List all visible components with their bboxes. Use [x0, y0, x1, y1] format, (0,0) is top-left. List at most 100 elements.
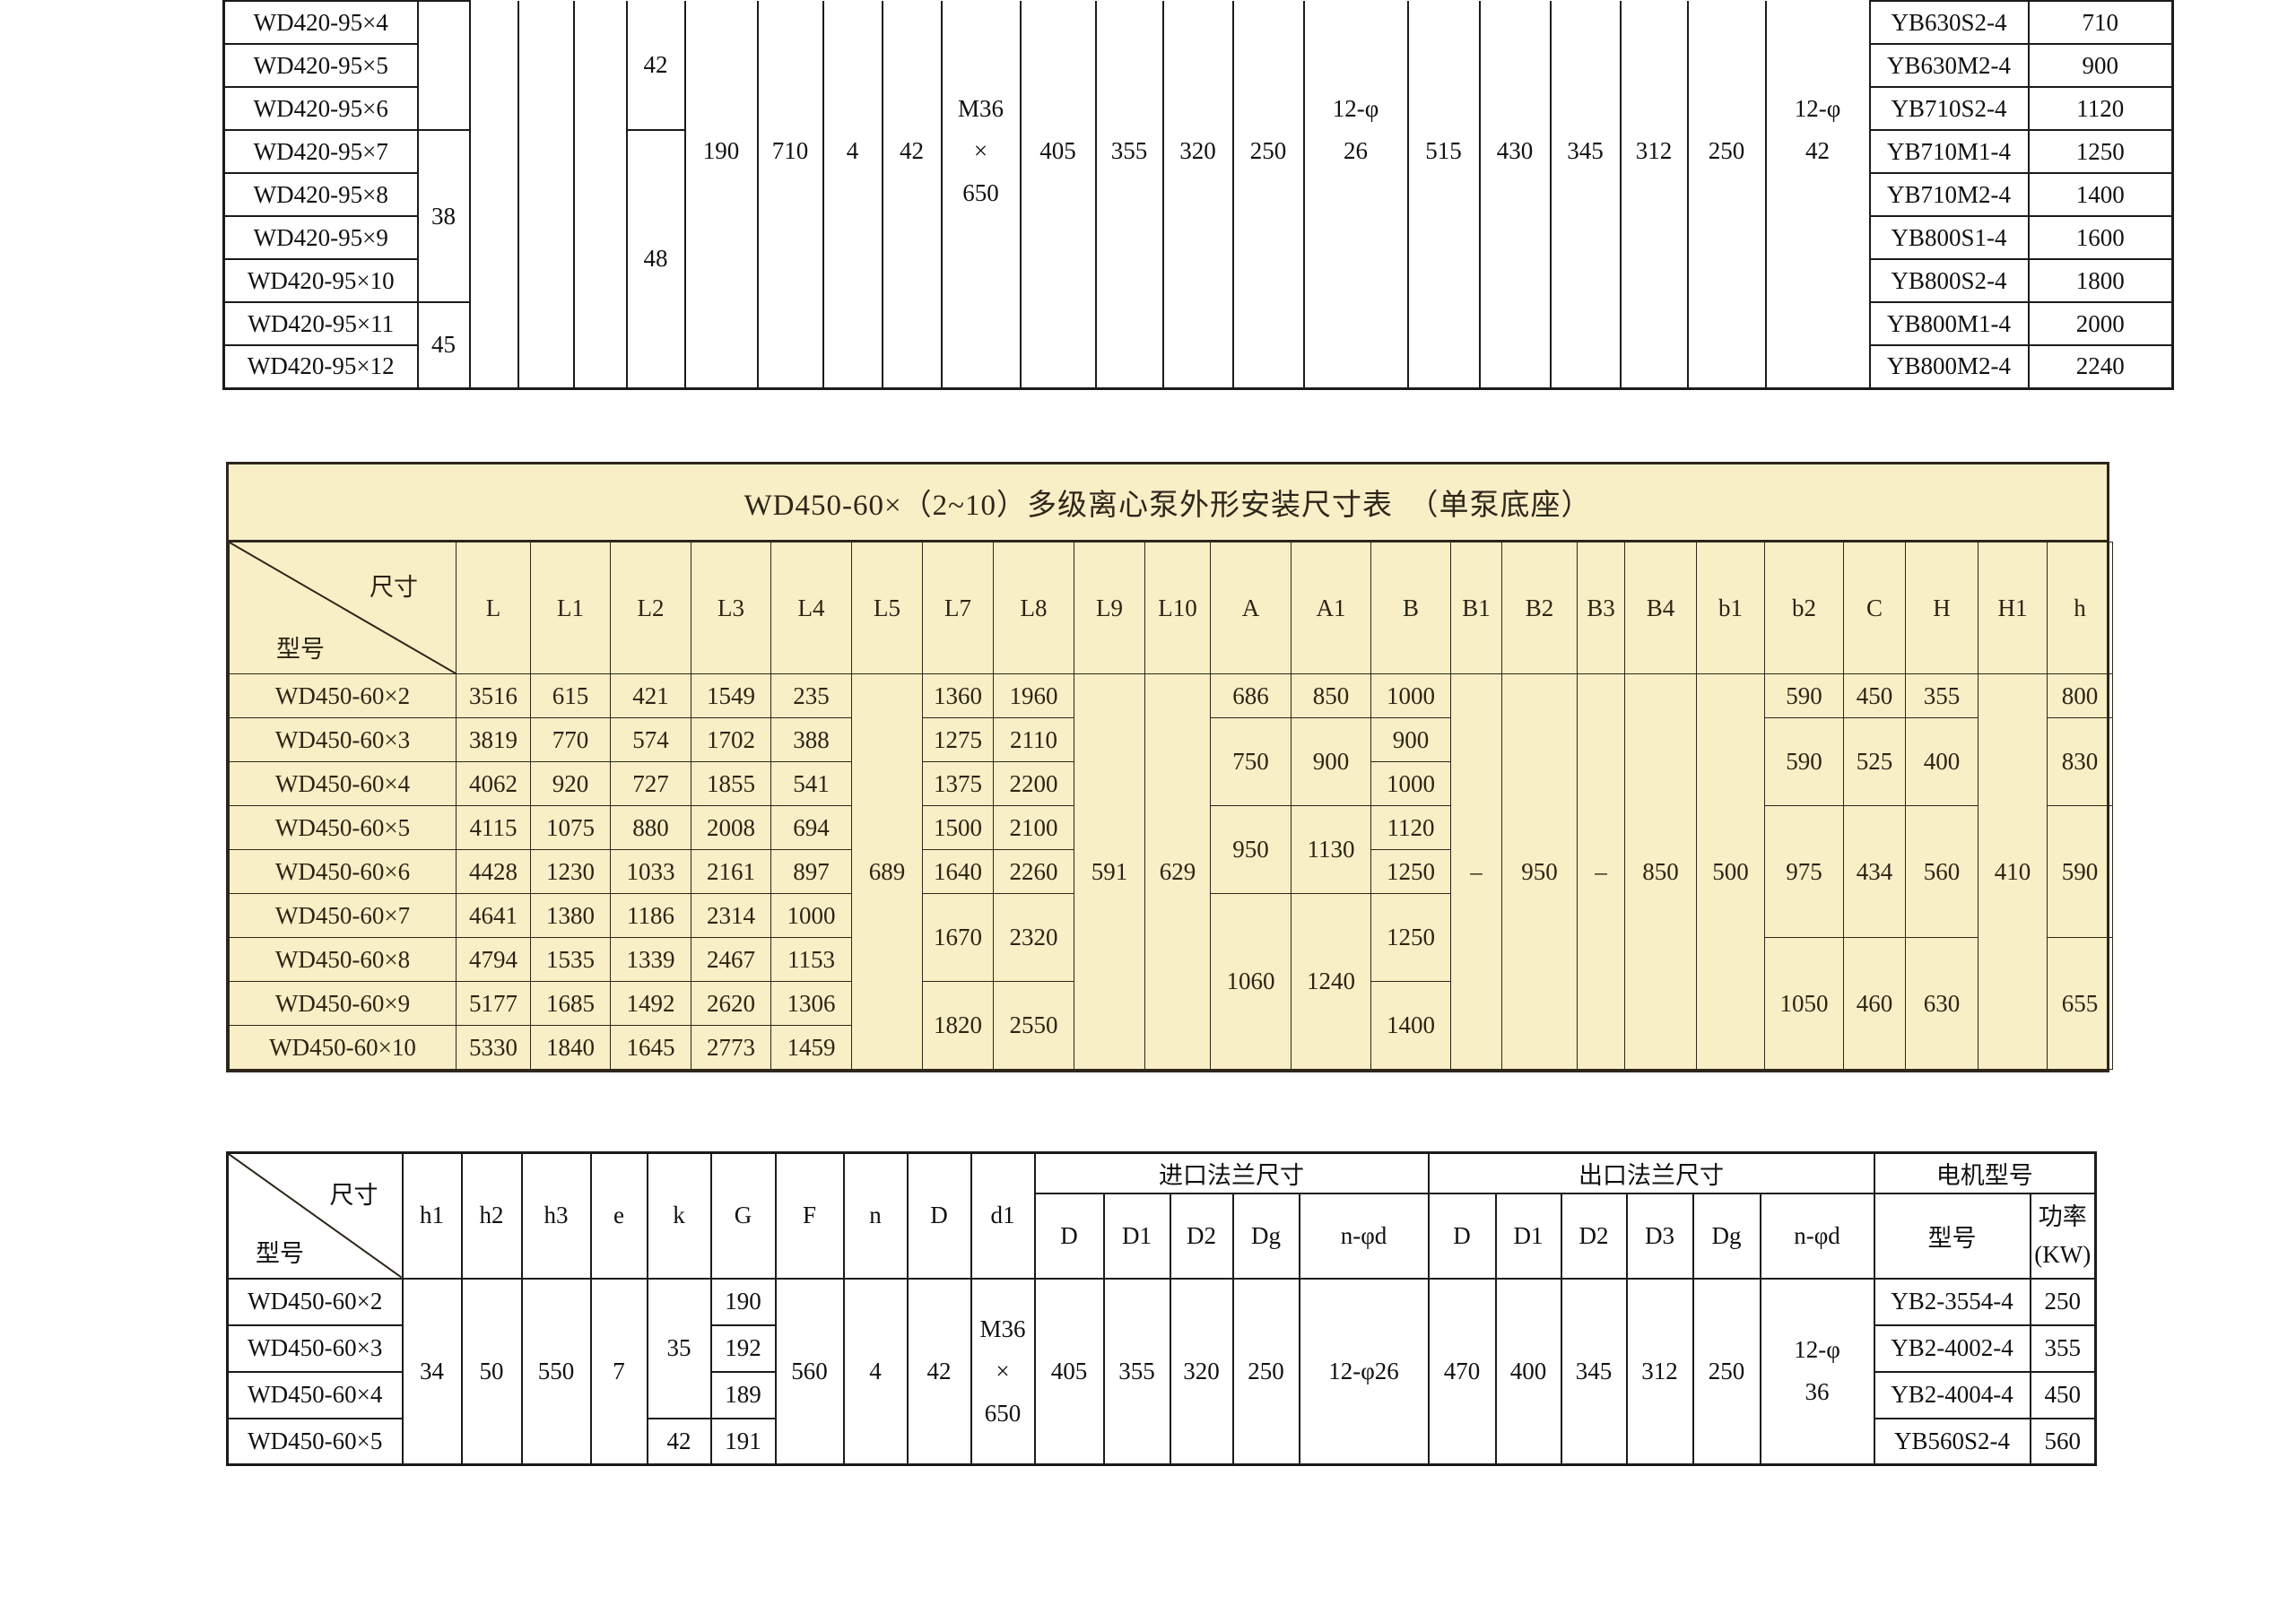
table-cell: 190: [709, 1277, 777, 1326]
diagonal-label-model: 型号: [276, 636, 325, 663]
table-cell: 450: [1843, 673, 1906, 718]
diagonal-line: [229, 1154, 402, 1278]
motor-model-cell: YB710S2-4: [1868, 86, 2030, 131]
col-header: d1: [970, 1151, 1036, 1280]
table-cell: 2467: [691, 937, 771, 982]
col-header: L7: [922, 542, 994, 674]
d1-cell: M36 × 650: [940, 1, 1022, 389]
table-cell: 920: [530, 761, 611, 806]
col-header: B2: [1501, 542, 1578, 674]
model-cell: WD450-60×2: [229, 673, 457, 718]
wd450-60-dimension-table: WD450-60×（2~10）多级离心泵外形安装尺寸表 （单泵底座） 尺寸 型号 L…: [226, 462, 2113, 1072]
table-cell: 1000: [770, 893, 852, 938]
table-cell: 900: [1291, 717, 1371, 806]
table-cell: 4: [842, 1277, 909, 1466]
motor-model-cell: YB800M2-4: [1868, 344, 2030, 389]
table-cell: 630: [1905, 937, 1979, 1070]
table-cell: 5330: [456, 1025, 531, 1070]
col-header: C: [1843, 542, 1906, 674]
col-header: F: [774, 1151, 845, 1280]
table-cell: 1702: [691, 717, 771, 762]
table-cell: 460: [1843, 937, 1906, 1070]
table-cell: 250: [1231, 1277, 1300, 1466]
col-header: H: [1905, 542, 1979, 674]
F-cell: 710: [756, 1, 824, 389]
table-cell: 4115: [456, 805, 531, 850]
col-header: B3: [1577, 542, 1625, 674]
table-cell: 1500: [922, 805, 994, 850]
table-cell: 2100: [993, 805, 1074, 850]
e-cell: [572, 1, 628, 389]
model-cell: WD450-60×3: [226, 1324, 404, 1373]
motor-power-cell: 1800: [2027, 258, 2174, 303]
col-header: B1: [1450, 542, 1502, 674]
col-header: B4: [1624, 542, 1697, 674]
table-cell: 500: [1696, 673, 1765, 1070]
d1-cell: M36 × 650: [970, 1277, 1036, 1466]
table-cell: 975: [1764, 805, 1844, 938]
col-header: D2: [1560, 1192, 1628, 1280]
table-cell: 686: [1210, 673, 1292, 718]
model-cell: WD450-60×2: [226, 1277, 404, 1326]
col-header: L10: [1144, 542, 1211, 674]
motor-model-cell: YB2-3554-4: [1873, 1277, 2031, 1326]
motor-model-cell: YB800M1-4: [1868, 301, 2030, 346]
table-cell: 770: [530, 717, 611, 762]
motor-model-cell: YB630S2-4: [1868, 0, 2030, 45]
model-cell: WD450-60×7: [229, 893, 457, 938]
table-cell: 2008: [691, 805, 771, 850]
col-header: n-φd: [1759, 1192, 1875, 1280]
inlet-Dg-cell: 250: [1231, 1, 1305, 389]
table-cell: 1060: [1210, 893, 1292, 1070]
motor-model-cell: YB630M2-4: [1868, 43, 2030, 88]
col-header: A1: [1291, 542, 1371, 674]
outlet-D-cell: 515: [1406, 1, 1481, 389]
table-cell: 1250: [1370, 849, 1451, 894]
col-header: h2: [460, 1151, 523, 1280]
table-cell: 3819: [456, 717, 531, 762]
table-cell: 1250: [1370, 893, 1451, 982]
col-header: H1: [1978, 542, 2048, 674]
col-header: h3: [520, 1151, 592, 1280]
model-cell: WD450-60×8: [229, 937, 457, 982]
table-cell: 800: [2047, 673, 2113, 718]
table-cell: 1670: [922, 893, 994, 982]
model-cell: WD420-95×10: [222, 258, 419, 303]
table-cell: 7: [589, 1277, 648, 1466]
table-cell: 235: [770, 673, 852, 718]
model-cell: WD420-95×9: [222, 215, 419, 260]
model-cell: WD450-60×5: [229, 805, 457, 850]
table-cell: 1685: [530, 981, 611, 1026]
col-header: L4: [770, 542, 852, 674]
table-cell: 1275: [922, 717, 994, 762]
table-cell: 3516: [456, 673, 531, 718]
col-header: 功率 (KW): [2029, 1192, 2097, 1280]
motor-power-cell: 1120: [2027, 86, 2174, 131]
col-header: Dg: [1231, 1192, 1300, 1280]
table-cell: 1855: [691, 761, 771, 806]
table-cell: 320: [1169, 1277, 1234, 1466]
model-cell: WD450-60×4: [226, 1370, 404, 1419]
h1-cell: [416, 0, 471, 131]
motor-model-cell: YB800S2-4: [1868, 258, 2030, 303]
table-cell: 2620: [691, 981, 771, 1026]
table-cell: 34: [401, 1277, 463, 1466]
outlet-Dg-cell: 250: [1686, 1, 1767, 389]
col-header: G: [709, 1151, 777, 1280]
table-cell: 615: [530, 673, 611, 718]
table-cell: 345: [1560, 1277, 1628, 1466]
table-cell: 1075: [530, 805, 611, 850]
table-cell: 50: [460, 1277, 523, 1466]
model-cell: WD420-95×6: [222, 86, 419, 131]
col-header: n: [842, 1151, 909, 1280]
table-cell: 689: [851, 673, 923, 1070]
col-header: h: [2047, 542, 2113, 674]
table-cell: 550: [520, 1277, 592, 1466]
D-cell: 42: [881, 1, 943, 389]
h3-cell: [517, 1, 575, 389]
col-header: L9: [1074, 542, 1145, 674]
col-header: Dg: [1692, 1192, 1761, 1280]
motor-group-header: 电机型号: [1873, 1151, 2097, 1194]
model-cell: WD420-95×4: [222, 0, 419, 45]
